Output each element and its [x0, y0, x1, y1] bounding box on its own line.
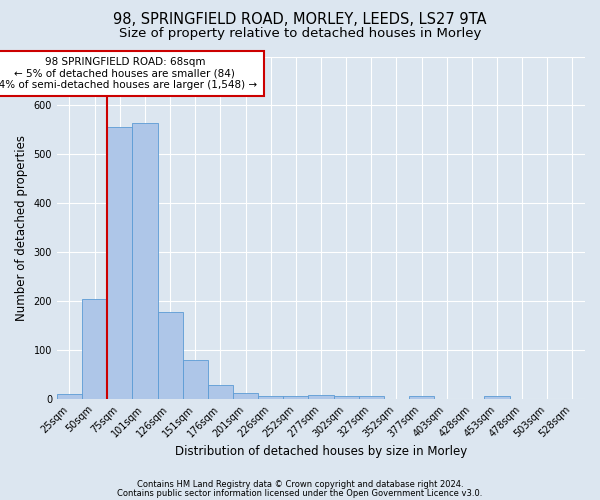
Text: 98, SPRINGFIELD ROAD, MORLEY, LEEDS, LS27 9TA: 98, SPRINGFIELD ROAD, MORLEY, LEEDS, LS2… [113, 12, 487, 28]
Bar [359, 396, 384, 399]
Text: Contains HM Land Registry data © Crown copyright and database right 2024.: Contains HM Land Registry data © Crown c… [137, 480, 463, 489]
Bar [233, 393, 258, 399]
Bar [409, 396, 434, 399]
Y-axis label: Number of detached properties: Number of detached properties [15, 135, 28, 321]
Bar [208, 385, 233, 399]
Bar [258, 396, 283, 399]
Bar [133, 122, 158, 399]
Text: Contains public sector information licensed under the Open Government Licence v3: Contains public sector information licen… [118, 488, 482, 498]
Text: 98 SPRINGFIELD ROAD: 68sqm
← 5% of detached houses are smaller (84)
94% of semi-: 98 SPRINGFIELD ROAD: 68sqm ← 5% of detac… [0, 57, 257, 90]
X-axis label: Distribution of detached houses by size in Morley: Distribution of detached houses by size … [175, 444, 467, 458]
Text: Size of property relative to detached houses in Morley: Size of property relative to detached ho… [119, 28, 481, 40]
Bar [82, 299, 107, 399]
Bar [107, 127, 133, 399]
Bar [334, 396, 359, 399]
Bar [283, 396, 308, 399]
Bar [57, 394, 82, 399]
Bar [158, 312, 182, 399]
Bar [484, 396, 509, 399]
Bar [182, 360, 208, 399]
Bar [308, 395, 334, 399]
